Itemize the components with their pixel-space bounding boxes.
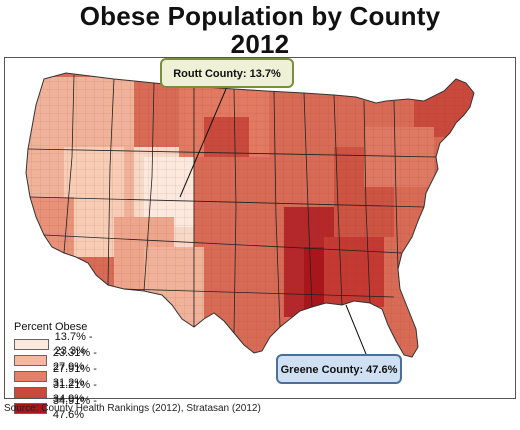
pointer-line-top <box>179 88 227 198</box>
state-borders <box>27 74 437 334</box>
legend-swatch <box>14 386 47 398</box>
legend-swatch <box>14 354 47 366</box>
legend-swatch <box>14 338 49 350</box>
map-title-line1: Obese Population by County <box>79 1 441 31</box>
legend-label: 23.31% - 27.9% <box>52 347 97 373</box>
legend-label: 34.91% - 47.6% <box>52 395 97 421</box>
map-title: Obese Population by County 2012 <box>0 2 520 58</box>
legend-swatch <box>14 370 47 382</box>
map-title-line2: 2012 <box>230 29 290 59</box>
pointer-line-bottom <box>345 304 367 355</box>
legend-title: Percent Obese <box>14 321 88 333</box>
legend-item: 34.91% - 47.6% <box>14 395 124 421</box>
legend-swatch <box>14 402 47 414</box>
map-legend: Percent Obese 13.7% - 23.3% 23.31% - 27.… <box>14 320 124 421</box>
legend-item: 27.91% - 31.2% <box>14 363 124 389</box>
legend-item: 13.7% - 23.3% <box>14 331 124 357</box>
legend-item: 23.31% - 27.9% <box>14 347 124 373</box>
legend-label: 31.21% - 34.9% <box>52 379 97 405</box>
legend-label: 27.91% - 31.2% <box>52 363 97 389</box>
routt-county-callout: Routt County: 13.7% <box>160 58 294 88</box>
greene-county-callout: Greene County: 47.6% <box>276 354 402 384</box>
legend-label: 13.7% - 23.3% <box>54 331 93 357</box>
source-note: Source: County Health Rankings (2012), S… <box>4 403 261 414</box>
us-county-map <box>25 72 475 358</box>
legend-item: 31.21% - 34.9% <box>14 379 124 405</box>
